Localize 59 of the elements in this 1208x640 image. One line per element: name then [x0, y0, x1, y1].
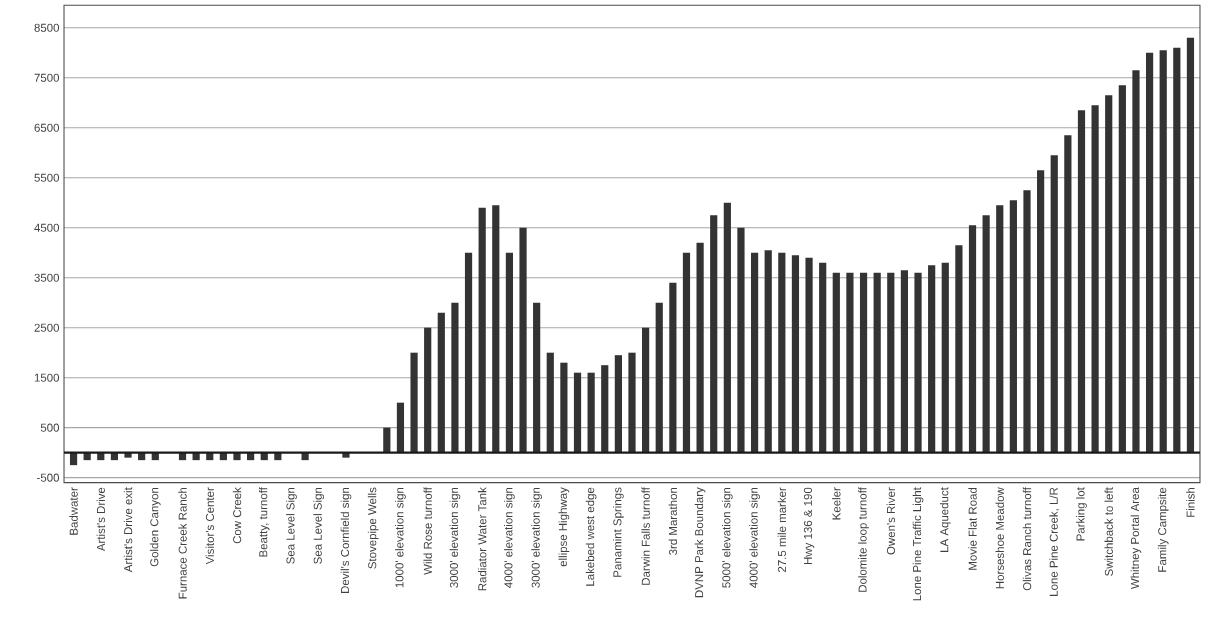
bar: [1173, 47, 1181, 453]
bar: [764, 250, 772, 453]
bar: [682, 252, 691, 453]
bar: [819, 262, 827, 453]
bar: [873, 272, 881, 453]
bar: [791, 255, 800, 453]
bar: [478, 207, 486, 453]
bar: [655, 302, 663, 453]
bar: [887, 272, 895, 453]
bar: [519, 227, 527, 453]
bar: [464, 252, 473, 453]
bar: [941, 262, 949, 453]
bar: [996, 205, 1004, 453]
bar: [1091, 105, 1099, 453]
bar: [914, 272, 922, 453]
bar: [533, 302, 541, 453]
bar: [900, 270, 909, 453]
bar: [832, 272, 840, 453]
bar: [546, 352, 554, 453]
bar: [424, 327, 432, 453]
bar: [750, 252, 759, 453]
bar: [628, 352, 636, 453]
bar: [560, 362, 568, 453]
bar: [642, 327, 650, 453]
bar: [614, 355, 622, 453]
bar: [451, 302, 459, 453]
bar: [778, 252, 786, 453]
bar: [505, 252, 514, 453]
bar: [1132, 70, 1140, 453]
bar: [1077, 110, 1086, 453]
bar: [410, 352, 418, 453]
bar: [1064, 135, 1072, 453]
bar: [573, 372, 582, 453]
bar: [1145, 52, 1154, 453]
bar: [710, 215, 718, 453]
bar: [968, 225, 977, 453]
bar: [1009, 200, 1017, 453]
bar: [1023, 190, 1031, 453]
bar: [846, 272, 854, 453]
bar: [723, 202, 731, 453]
bar: [492, 205, 500, 453]
bar: [601, 365, 609, 453]
bar: [1186, 37, 1195, 453]
bar: [737, 227, 745, 453]
bar: [1037, 170, 1045, 453]
bar: [982, 215, 990, 453]
bar: [696, 242, 704, 453]
bar: [437, 312, 445, 453]
bar: [669, 282, 677, 453]
bar: [587, 372, 595, 453]
bar: [805, 257, 813, 453]
bar: [396, 402, 405, 453]
bar: [1159, 50, 1167, 453]
bar: [1118, 85, 1126, 453]
bar: [1105, 95, 1113, 453]
bar: [859, 272, 868, 453]
bar: [955, 245, 963, 453]
bar: [1050, 155, 1058, 453]
bar: [928, 265, 936, 453]
